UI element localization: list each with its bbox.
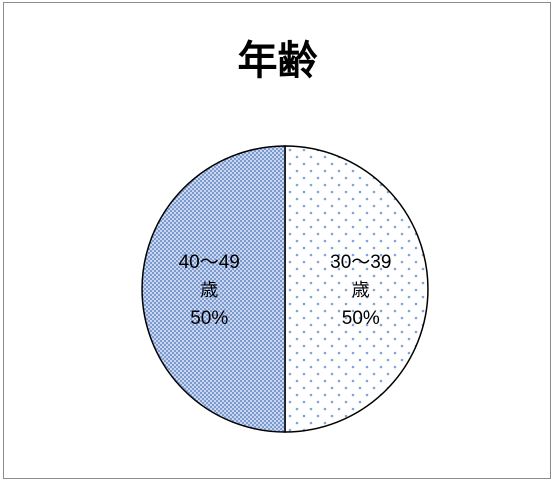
pie-slice-0-percent: 50% — [342, 308, 380, 329]
pie-slice-1-percent: 50% — [190, 308, 228, 329]
pie-slice-1-unit: 歳 — [200, 280, 218, 301]
chart-title: 年齢 — [237, 38, 318, 84]
pie-slice-0 — [284, 145, 429, 433]
pie-slice-0-unit: 歳 — [352, 280, 370, 301]
pie-slice-1 — [141, 145, 286, 433]
pie-slice-0-label: 30〜39 — [330, 252, 391, 273]
pie-slice-1-label: 40〜49 — [179, 252, 240, 273]
